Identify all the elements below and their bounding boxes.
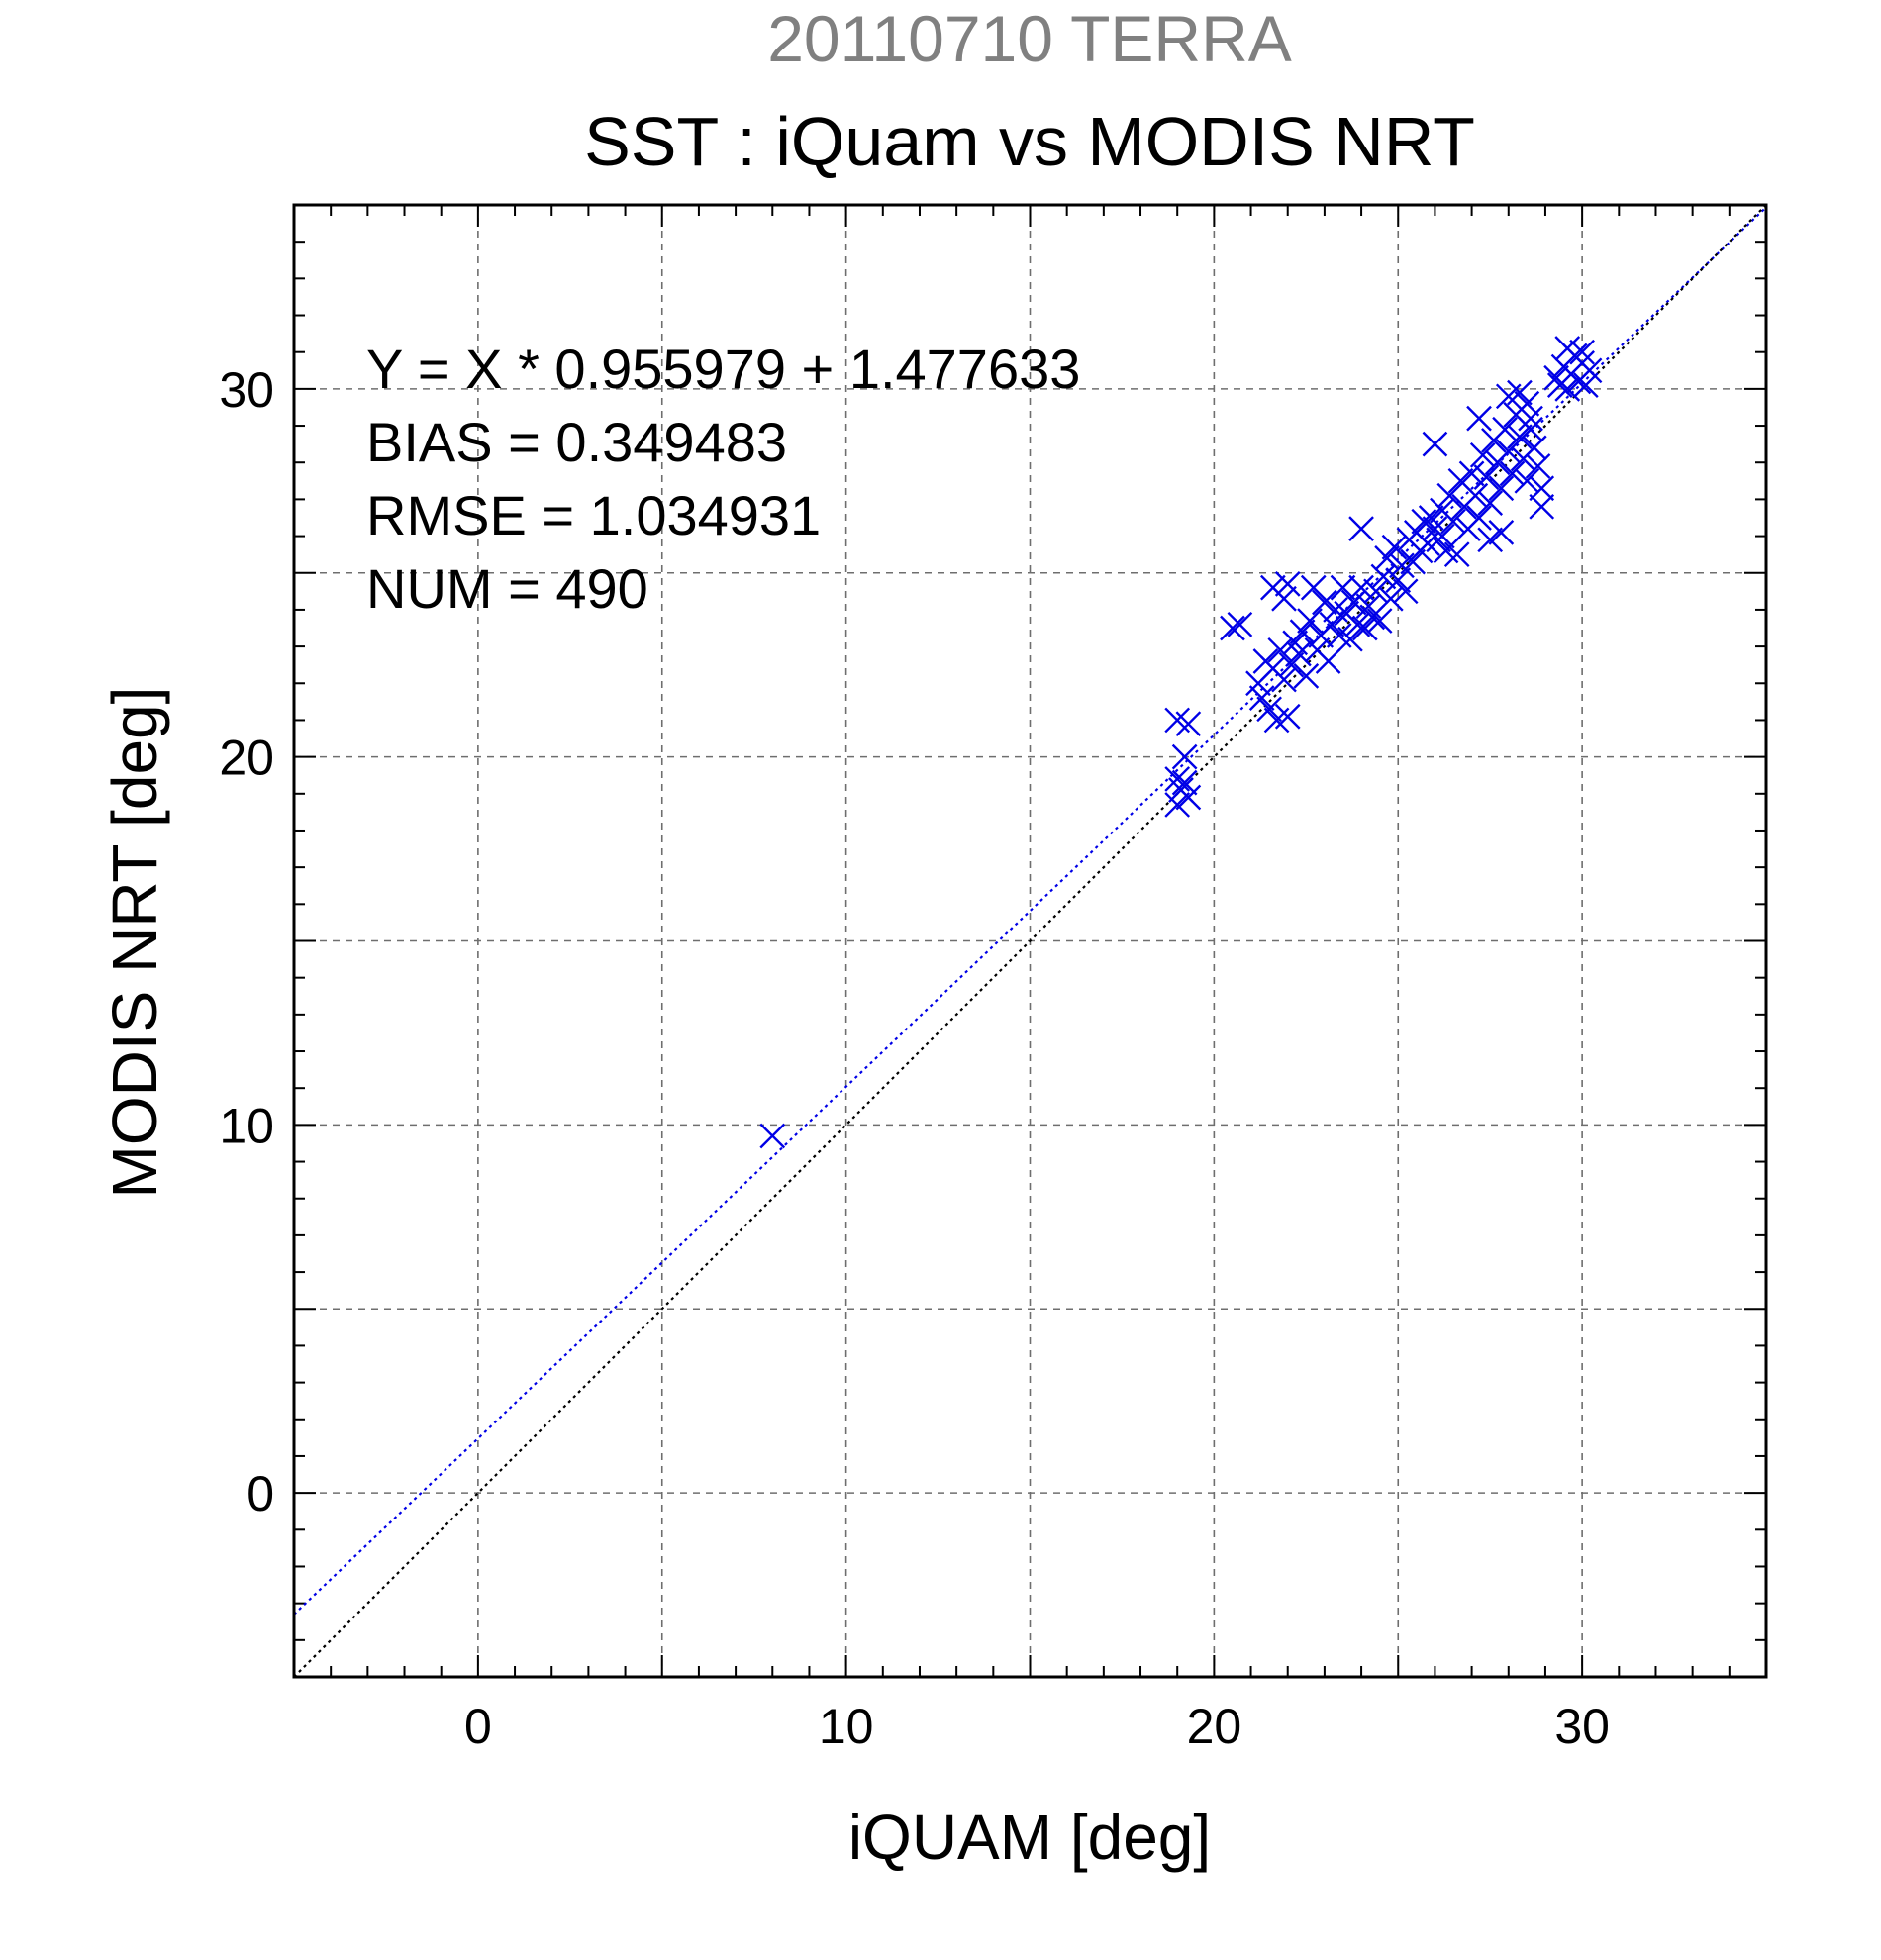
data-point xyxy=(1492,416,1518,442)
x-axis-title: iQUAM [deg] xyxy=(848,1802,1211,1873)
data-point xyxy=(1300,574,1327,601)
data-point xyxy=(1171,769,1198,796)
data-point xyxy=(1436,482,1463,509)
data-point xyxy=(1488,520,1515,545)
data-point xyxy=(1411,508,1437,535)
data-point xyxy=(1572,372,1599,399)
statistics-block: Y = X * 0.955979 + 1.477633 BIAS = 0.349… xyxy=(366,338,1080,620)
reference-lines xyxy=(293,204,1767,1678)
data-point xyxy=(1469,441,1496,468)
data-point xyxy=(1271,666,1297,693)
x-tick-label: 30 xyxy=(1554,1699,1610,1754)
bias-value: BIAS = 0.349483 xyxy=(366,411,787,473)
data-point xyxy=(1385,567,1412,594)
data-point xyxy=(1220,615,1245,641)
y-tick-label: 10 xyxy=(219,1098,274,1153)
data-point xyxy=(1576,357,1603,384)
data-point xyxy=(1488,475,1515,502)
sample-count: NUM = 490 xyxy=(366,557,648,620)
data-point xyxy=(1289,619,1316,645)
data-point xyxy=(1430,523,1455,549)
data-point xyxy=(1351,615,1378,641)
data-point xyxy=(1319,611,1345,637)
tick-labels: 0 10 20 30 0 10 20 30 xyxy=(219,362,1610,1754)
data-point xyxy=(1171,743,1198,770)
data-point xyxy=(1381,534,1408,560)
data-point xyxy=(1297,608,1323,634)
data-point xyxy=(1374,545,1400,571)
data-point xyxy=(1458,460,1485,487)
data-point xyxy=(1227,611,1253,637)
data-point xyxy=(1422,431,1448,457)
data-point xyxy=(1293,662,1320,689)
data-point xyxy=(1554,336,1581,361)
data-point xyxy=(1312,589,1337,616)
data-point xyxy=(1473,464,1500,490)
data-point xyxy=(1256,696,1282,723)
data-point xyxy=(1477,490,1504,516)
data-point xyxy=(1274,571,1301,597)
x-tick-label: 20 xyxy=(1187,1699,1242,1754)
y-axis-title: MODIS NRT [deg] xyxy=(99,687,170,1199)
x-tick-label: 10 xyxy=(819,1699,874,1754)
rmse-value: RMSE = 1.034931 xyxy=(366,484,821,546)
data-points xyxy=(759,336,1603,1149)
data-point xyxy=(1466,405,1492,432)
data-point xyxy=(1348,516,1374,541)
y-tick-label: 30 xyxy=(219,362,274,418)
data-point xyxy=(1315,648,1341,674)
grid-lines xyxy=(294,205,1766,1677)
regression-equation: Y = X * 0.955979 + 1.477633 xyxy=(366,338,1080,400)
data-point xyxy=(1529,475,1555,502)
data-point xyxy=(1569,339,1595,365)
data-point xyxy=(1499,460,1526,487)
data-point xyxy=(1518,405,1543,432)
identity-line xyxy=(293,204,1767,1678)
data-point xyxy=(1400,548,1426,575)
y-tick-label: 0 xyxy=(247,1466,274,1521)
data-point xyxy=(1495,439,1522,464)
y-tick-label: 20 xyxy=(219,731,274,786)
data-point xyxy=(1175,784,1202,811)
data-point xyxy=(1392,578,1419,605)
data-point xyxy=(1514,390,1540,417)
data-point xyxy=(1462,482,1489,509)
data-point xyxy=(1366,608,1393,634)
data-point xyxy=(1340,589,1367,616)
data-point xyxy=(1248,685,1275,711)
data-point xyxy=(1344,611,1371,637)
data-point xyxy=(1443,541,1470,568)
data-point xyxy=(1377,585,1404,612)
data-point xyxy=(1363,578,1389,605)
data-point xyxy=(759,1123,786,1149)
data-point xyxy=(1440,508,1466,535)
data-point xyxy=(1271,585,1297,612)
plot-frame xyxy=(292,203,1768,1679)
data-point xyxy=(1337,626,1363,652)
data-point xyxy=(1330,574,1356,601)
data-point xyxy=(1175,711,1202,737)
data-point xyxy=(1348,574,1374,601)
data-point xyxy=(1164,792,1191,818)
x-tick-label: 0 xyxy=(464,1699,492,1754)
data-point xyxy=(1466,505,1492,531)
data-point xyxy=(1274,703,1301,730)
data-point xyxy=(1525,453,1551,479)
data-point xyxy=(1507,379,1533,406)
chart-title-date: 20110710 TERRA xyxy=(767,2,1292,75)
chart-title: SST : iQuam vs MODIS NRT xyxy=(584,103,1475,180)
data-point xyxy=(1529,493,1555,520)
data-point xyxy=(1521,435,1547,461)
data-point xyxy=(1507,424,1533,450)
data-point xyxy=(1518,416,1543,442)
data-point xyxy=(1477,527,1504,553)
data-point xyxy=(1514,467,1540,494)
data-point xyxy=(1278,651,1305,678)
